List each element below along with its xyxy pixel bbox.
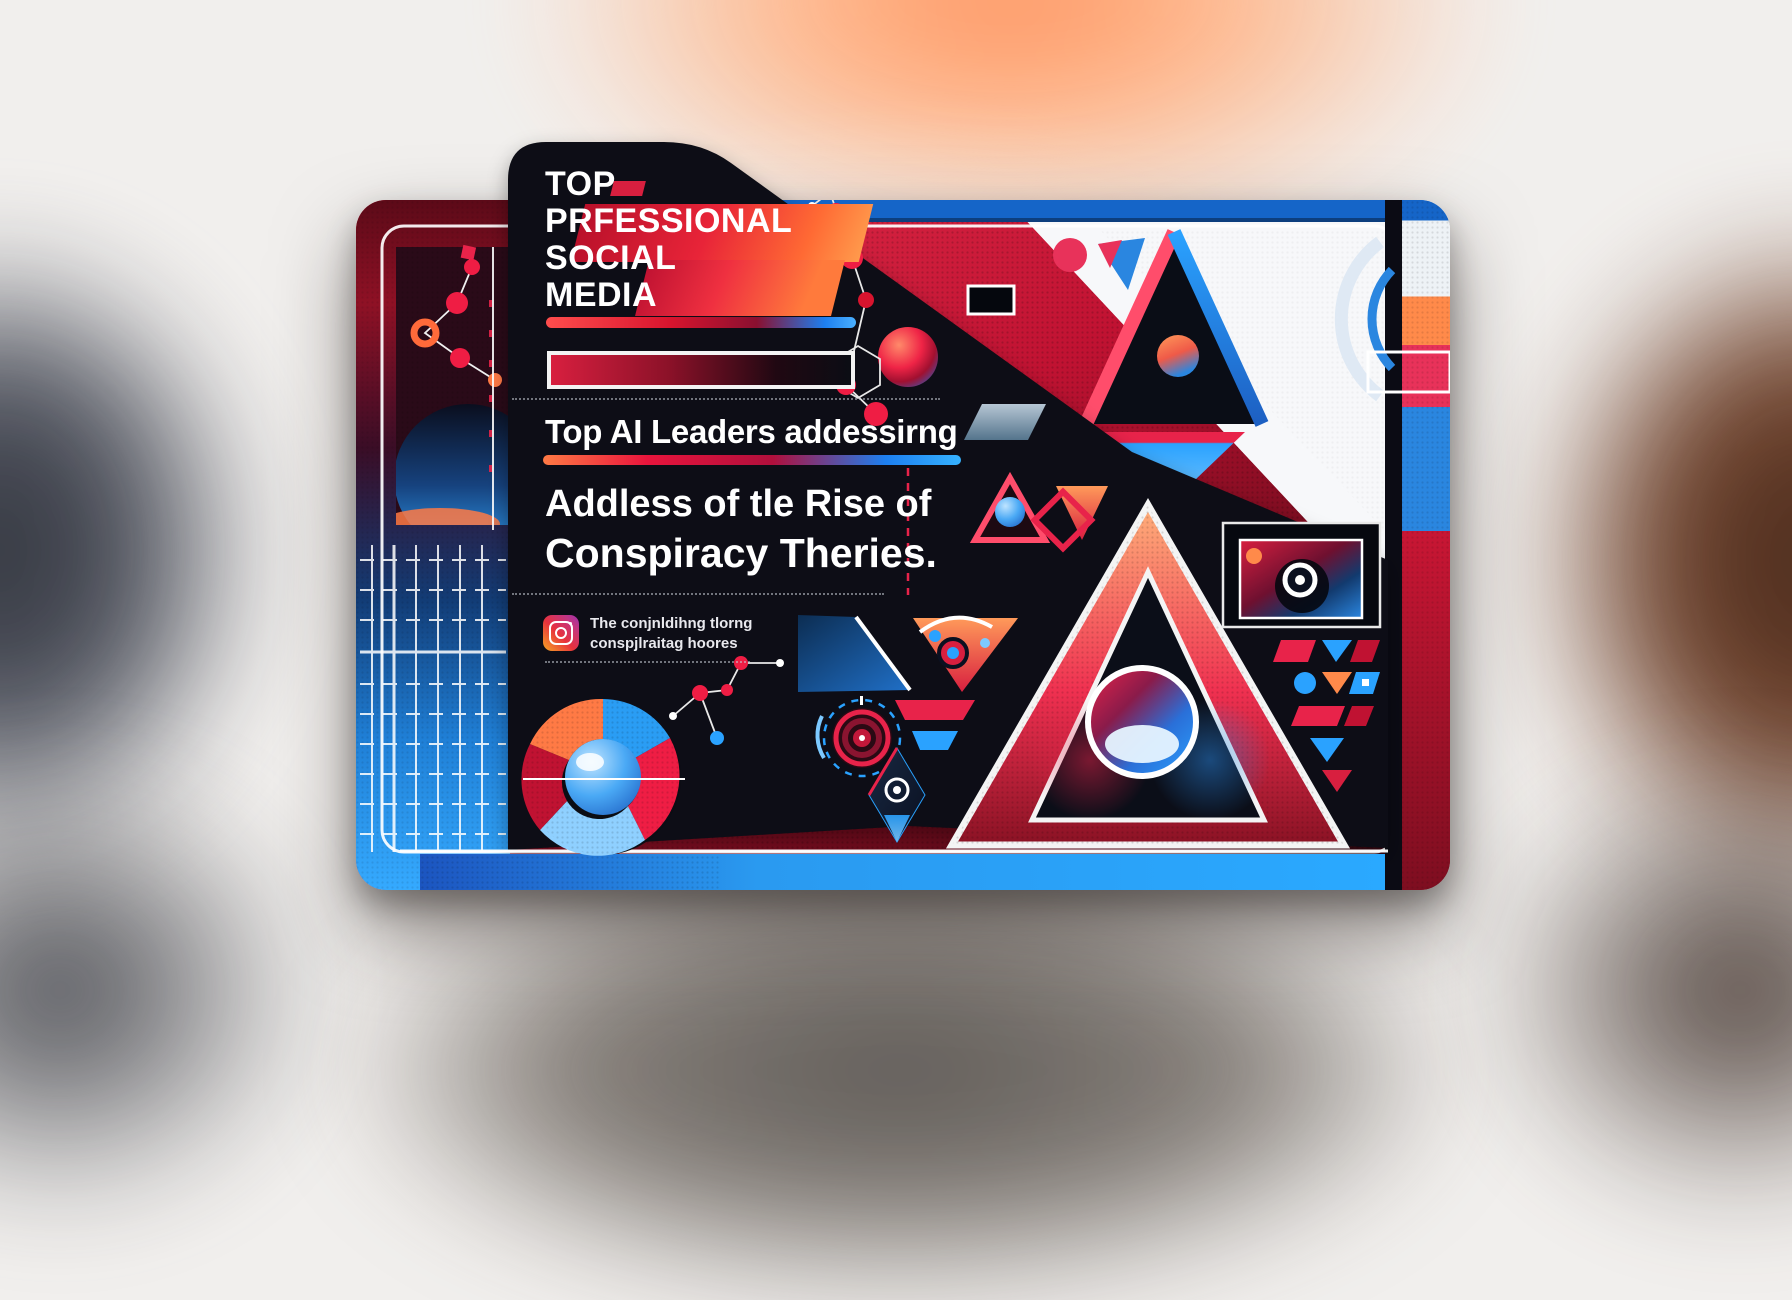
poster-heading-line-1: Addless of tle Rise of — [545, 483, 932, 525]
caption-line-1: The conjnldihng tlorng — [590, 615, 753, 632]
poster-caption: The conjnldihng tlorng conspjlraitag hoo… — [590, 614, 752, 654]
caption-line-2: conspjlraitag hoores — [590, 635, 738, 652]
title-line-1: TOP — [545, 165, 616, 203]
gradient-bar — [546, 317, 856, 328]
title-line-2: PRFESSIONAL — [545, 202, 793, 240]
dotted-divider-1 — [512, 398, 940, 400]
poster-heading-line-2: Conspiracy Theries. — [545, 530, 937, 576]
dotted-divider-2 — [512, 593, 884, 595]
poster-title: TOP PRFESSIONAL SOCIAL MEDIA — [545, 166, 792, 314]
donut-chart — [521, 698, 685, 856]
instagram-lens-dot — [569, 622, 572, 625]
instagram-icon — [543, 615, 579, 651]
outlined-progress-bar — [547, 351, 855, 389]
title-line-3: SOCIAL — [545, 239, 677, 277]
poster-subtitle: Top AI Leaders addessirng — [545, 413, 958, 450]
title-line-4: MEDIA — [545, 276, 658, 314]
dotted-divider-3 — [545, 661, 750, 663]
subtitle-underline — [543, 455, 961, 465]
